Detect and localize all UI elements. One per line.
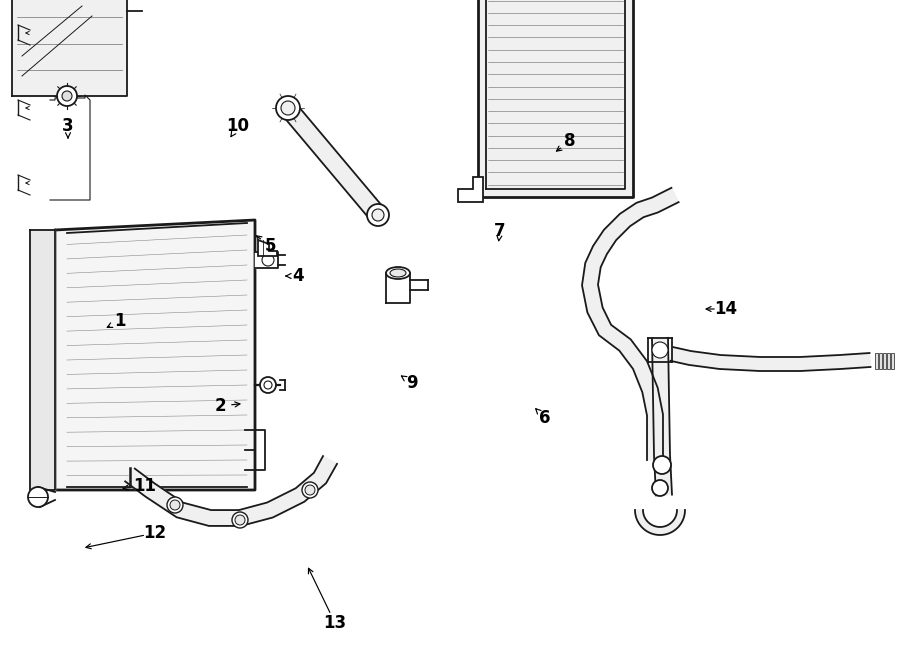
Circle shape: [281, 101, 295, 115]
Circle shape: [57, 86, 77, 106]
Circle shape: [302, 482, 318, 498]
Polygon shape: [458, 177, 483, 202]
Polygon shape: [255, 252, 278, 268]
Polygon shape: [386, 273, 410, 303]
Text: 13: 13: [323, 614, 346, 632]
Polygon shape: [875, 353, 878, 369]
Polygon shape: [883, 353, 886, 369]
Text: 4: 4: [292, 267, 304, 285]
Polygon shape: [652, 338, 672, 495]
Text: 2: 2: [214, 397, 226, 415]
Circle shape: [62, 91, 72, 101]
Circle shape: [170, 500, 180, 510]
Polygon shape: [55, 220, 255, 490]
Polygon shape: [258, 240, 277, 256]
Polygon shape: [879, 353, 882, 369]
Text: 7: 7: [494, 222, 506, 240]
Ellipse shape: [386, 267, 410, 279]
Circle shape: [260, 377, 276, 393]
Circle shape: [28, 487, 48, 507]
Circle shape: [276, 96, 300, 120]
Polygon shape: [125, 456, 337, 526]
Circle shape: [652, 480, 668, 496]
Circle shape: [264, 381, 272, 389]
Polygon shape: [891, 353, 894, 369]
Circle shape: [652, 342, 668, 358]
Circle shape: [372, 209, 384, 221]
Ellipse shape: [390, 269, 406, 277]
Polygon shape: [887, 353, 890, 369]
Text: 3: 3: [62, 117, 74, 135]
Text: 9: 9: [406, 374, 418, 392]
Circle shape: [167, 497, 183, 513]
Polygon shape: [281, 102, 385, 221]
Polygon shape: [30, 230, 55, 490]
Polygon shape: [12, 0, 127, 96]
Text: 14: 14: [715, 300, 738, 318]
Polygon shape: [478, 0, 633, 197]
Circle shape: [232, 512, 248, 528]
Circle shape: [235, 515, 245, 525]
Text: 12: 12: [143, 524, 166, 542]
Polygon shape: [670, 347, 870, 371]
Text: 6: 6: [539, 409, 551, 427]
Text: 5: 5: [265, 237, 275, 255]
Text: 11: 11: [133, 477, 157, 495]
Circle shape: [653, 456, 671, 474]
Circle shape: [262, 254, 274, 266]
Text: 1: 1: [114, 312, 126, 330]
Circle shape: [367, 204, 389, 226]
Polygon shape: [635, 510, 685, 535]
Circle shape: [305, 485, 315, 495]
Polygon shape: [582, 188, 679, 460]
Text: 8: 8: [564, 132, 576, 150]
Text: 10: 10: [227, 117, 249, 135]
